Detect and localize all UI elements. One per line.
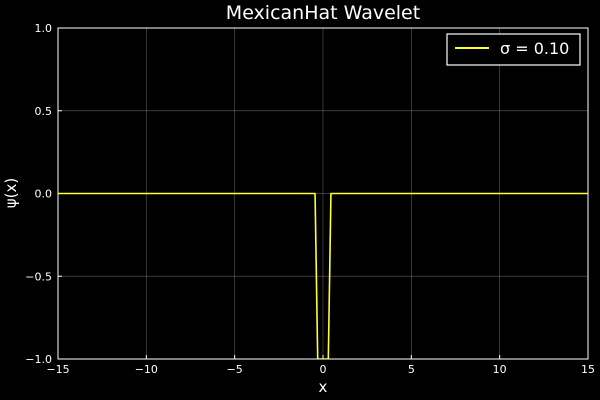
x-axis-label: x bbox=[319, 378, 328, 396]
y-tick-label: −1.0 bbox=[25, 353, 52, 366]
legend: σ = 0.10 bbox=[447, 34, 580, 65]
x-tick-label: −5 bbox=[227, 363, 243, 376]
y-tick-label: 0.5 bbox=[35, 105, 53, 118]
chart-title: MexicanHat Wavelet bbox=[226, 2, 420, 24]
x-tick-label: 15 bbox=[581, 363, 595, 376]
y-tick-label: 1.0 bbox=[35, 22, 53, 35]
y-tick-label: −0.5 bbox=[25, 270, 52, 283]
legend-entry-label: σ = 0.10 bbox=[500, 39, 569, 58]
x-tick-label: −10 bbox=[135, 363, 158, 376]
x-tick-label: 10 bbox=[493, 363, 507, 376]
y-axis-label: ψ(x) bbox=[2, 178, 20, 208]
y-tick-label: 0.0 bbox=[35, 188, 53, 201]
x-tick-label: 5 bbox=[408, 363, 415, 376]
x-tick-label: 0 bbox=[320, 363, 327, 376]
